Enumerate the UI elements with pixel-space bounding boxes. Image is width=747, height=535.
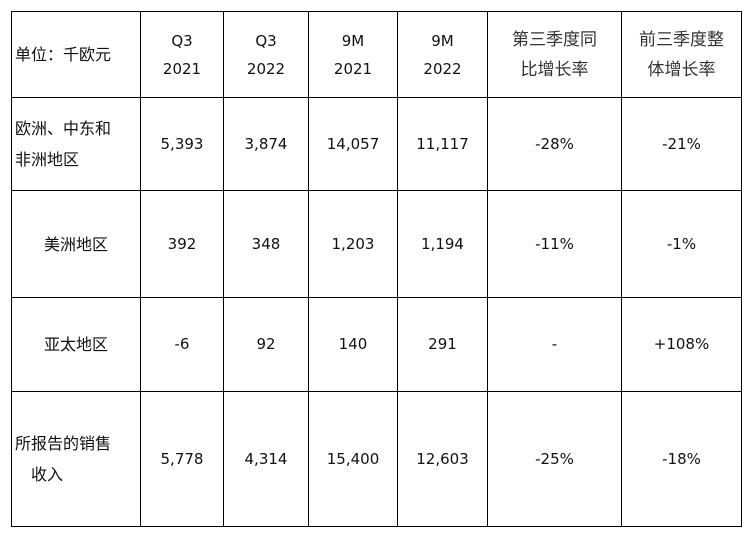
cell: 5,393 (140, 97, 224, 191)
cell: - (487, 297, 622, 392)
col-header-line: Q3 (255, 31, 277, 50)
row-label: 欧洲、中东和 非洲地区 (11, 97, 141, 191)
cell: 1,203 (308, 190, 398, 298)
cell: 348 (223, 190, 309, 298)
cell: 4,314 (223, 391, 309, 527)
row-label: 美洲地区 (11, 190, 141, 298)
row-label-line: 非洲地区 (15, 150, 80, 169)
row-label-line: 所报告的销售 (15, 434, 112, 453)
cell: -18% (621, 391, 742, 527)
cell: 14,057 (308, 97, 398, 191)
cell: 392 (140, 190, 224, 298)
col-header-line: 体增长率 (647, 59, 716, 80)
cell: 3,874 (223, 97, 309, 191)
col-header-q3-2021: Q3 2021 (140, 11, 224, 98)
cell: -6 (140, 297, 224, 392)
col-header-line: 2021 (333, 59, 373, 78)
col-header-line: 2022 (246, 59, 286, 78)
cell: -1% (621, 190, 742, 298)
cell: -11% (487, 190, 622, 298)
header-row: 单位：千欧元 Q3 2021 Q3 2022 9M 2021 9M 2022 第三季度同… (11, 11, 742, 98)
col-header-line: 第三季度同 (512, 29, 597, 50)
col-header-9m-2022: 9M 2022 (397, 11, 488, 98)
col-header-line: 比增长率 (520, 59, 589, 80)
cell: +108% (621, 297, 742, 392)
row-label-line: 欧洲、中东和 (15, 119, 112, 138)
cell: 140 (308, 297, 398, 392)
table-row-apac: 亚太地区 -6 92 140 291 - +108% (11, 297, 742, 392)
col-header-line: 2021 (162, 59, 202, 78)
col-header-line: Q3 (171, 31, 193, 50)
col-header-q3-2022: Q3 2022 (223, 11, 309, 98)
col-header-9m-growth: 前三季度整 体增长率 (621, 11, 742, 98)
unit-label: 单位：千欧元 (11, 11, 141, 98)
row-label-line: 收入 (31, 465, 64, 484)
table-row-emea: 欧洲、中东和 非洲地区 5,393 3,874 14,057 11,117 -28… (11, 97, 742, 191)
table-row-americas: 美洲地区 392 348 1,203 1,194 -11% -1% (11, 190, 742, 298)
col-header-line: 2022 (423, 59, 462, 78)
row-label: 所报告的销售收入 (11, 391, 141, 527)
cell: 11,117 (397, 97, 488, 191)
col-header-line: 前三季度整 (639, 29, 724, 50)
cell: 15,400 (308, 391, 398, 527)
col-header-q3-yoy: 第三季度同 比增长率 (487, 11, 622, 98)
table-row-total: 所报告的销售 收入 5,778 4,314 15,400 12,603 -25% … (11, 391, 742, 527)
cell: 12,603 (397, 391, 488, 527)
cell: -21% (621, 97, 742, 191)
row-label: 亚太地区 (11, 297, 141, 392)
col-header-line: 9M (341, 31, 365, 50)
col-header-line: 9M (431, 31, 454, 50)
cell: 92 (223, 297, 309, 392)
cell: 291 (397, 297, 488, 392)
sales-table: 单位：千欧元 Q3 2021 Q3 2022 9M 2021 9M 2022 第三季度同… (11, 11, 742, 527)
cell: 5,778 (140, 391, 224, 527)
cell: -25% (487, 391, 622, 527)
cell: 1,194 (397, 190, 488, 298)
col-header-9m-2021: 9M 2021 (308, 11, 398, 98)
cell: -28% (487, 97, 622, 191)
